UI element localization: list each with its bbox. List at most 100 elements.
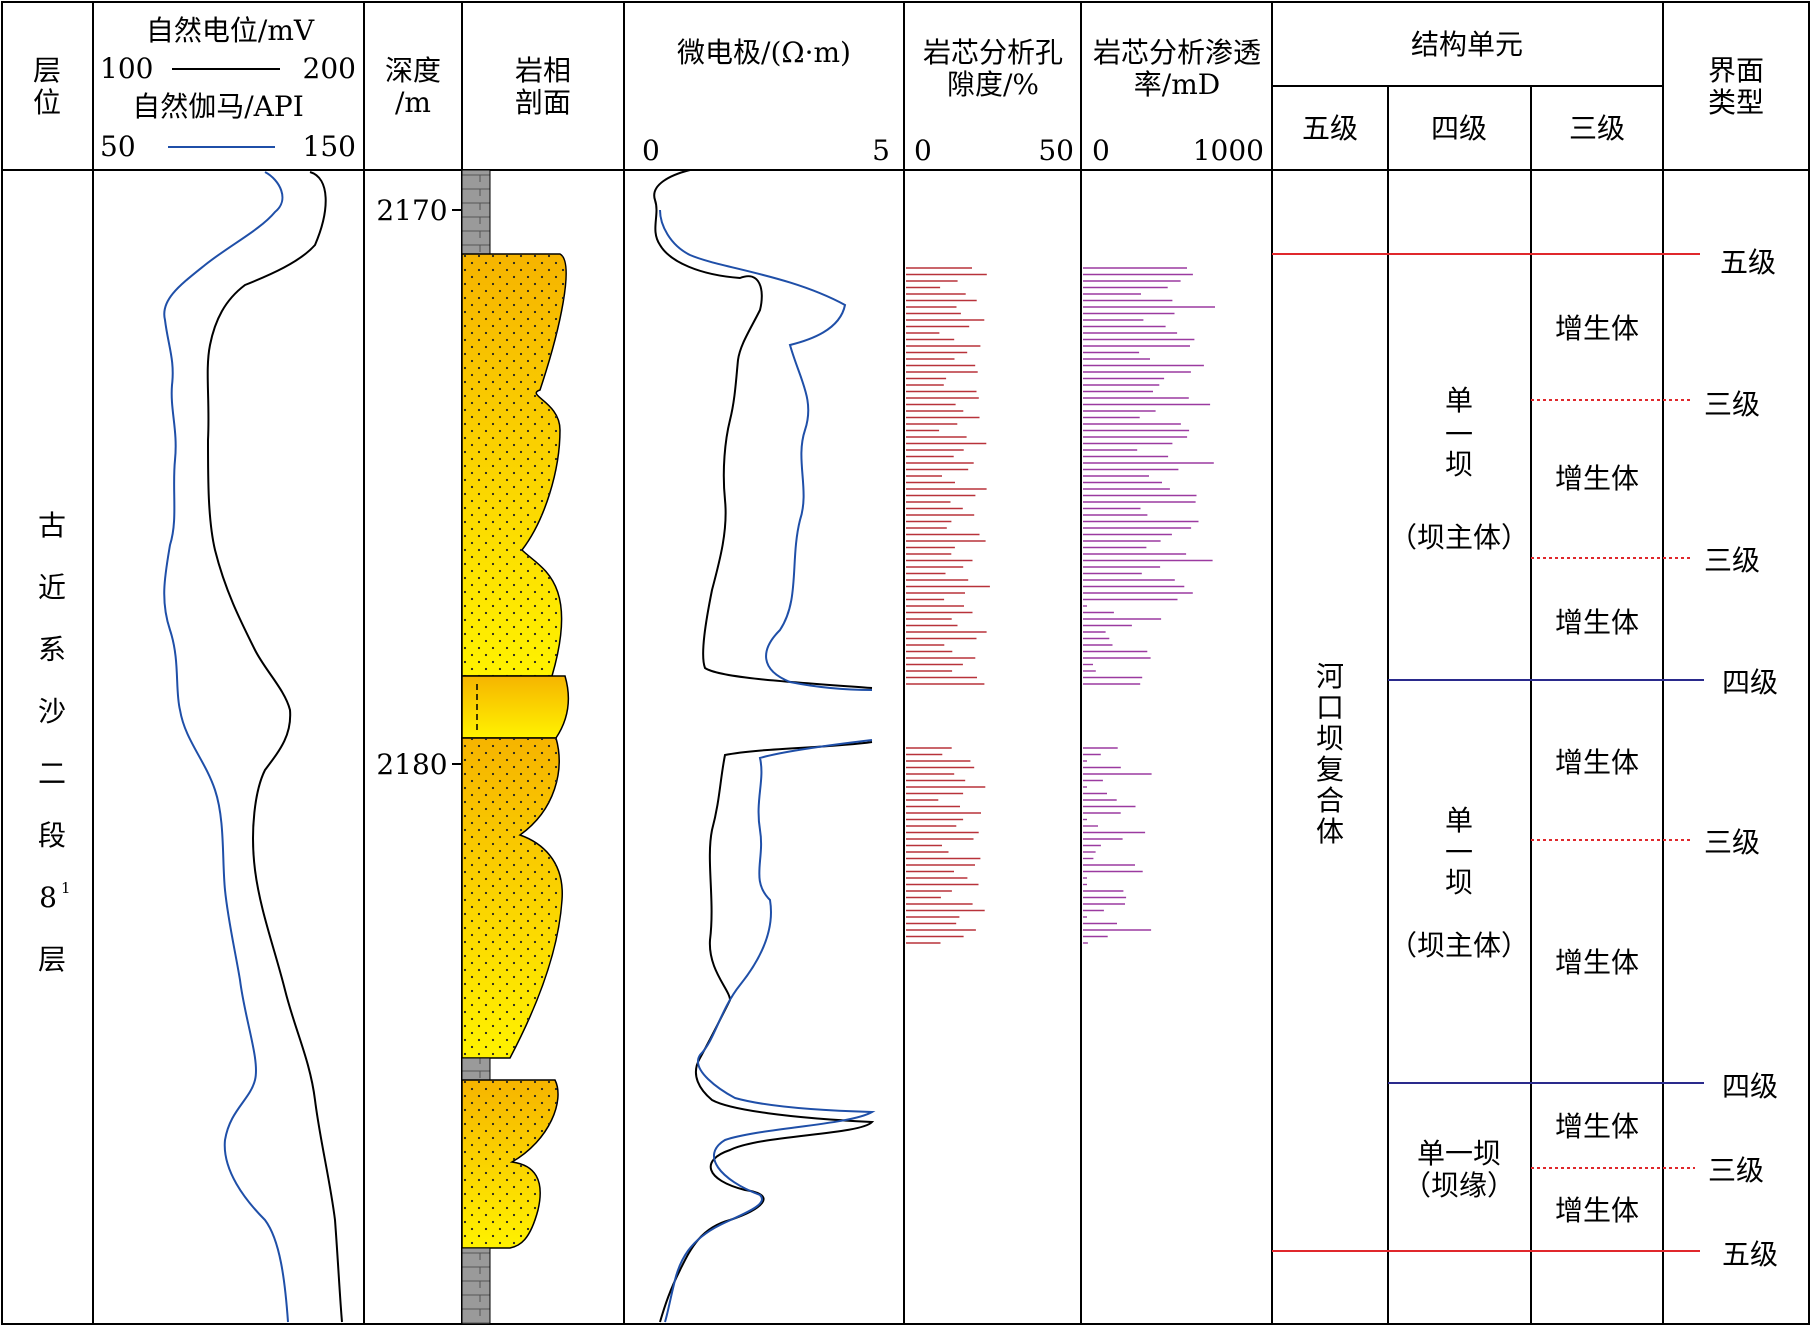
header-interface: 界面 类型	[1708, 54, 1764, 119]
microlog-curve-black	[659, 741, 875, 1323]
interface-labels: 五级 三级 三级 四级 三级 四级 三级 五级	[1704, 246, 1778, 1271]
formation-superscript: 1	[61, 879, 71, 897]
header-perm-line1: 岩芯分析渗透	[1093, 36, 1261, 69]
dam-unit-char: 坝	[1445, 448, 1473, 481]
header-interface-line1: 界面	[1708, 54, 1764, 87]
accretion-label: 增生体	[1555, 462, 1639, 495]
lithology-track	[461, 169, 570, 1325]
interface-label: 三级	[1704, 544, 1760, 577]
interface-label: 五级	[1722, 1238, 1778, 1271]
dam-unit-2: 单 一 坝 （坝主体）	[1389, 804, 1529, 962]
accretion-label: 增生体	[1555, 746, 1639, 779]
formation-label: 古 近 系 沙 二 段 8 1 层	[38, 509, 71, 976]
dam-unit-3: 单一坝 （坝缘）	[1403, 1137, 1515, 1202]
dam-unit-note: （坝缘）	[1403, 1169, 1515, 1202]
header-porosity-line1: 岩芯分析孔	[923, 36, 1063, 69]
header-microlog-min: 0	[642, 134, 660, 167]
header-lith-line2: 剖面	[515, 86, 571, 119]
interface-lines	[1272, 253, 1704, 1252]
header-porosity-line2: 隙度/%	[947, 68, 1039, 101]
header-gr-min: 50	[100, 130, 136, 163]
depth-tick-label: 2170	[376, 194, 447, 227]
dam-unit-char: 一	[1445, 836, 1473, 869]
microlog-curve-blue	[664, 739, 876, 1323]
header-layer: 层 位	[33, 54, 61, 119]
level5-unit-char: 河	[1316, 660, 1344, 693]
header-perm-min: 0	[1092, 134, 1110, 167]
level5-unit-char: 复	[1316, 753, 1344, 786]
formation-char: 二	[38, 757, 66, 790]
formation-char: 8	[39, 881, 57, 914]
dam-unit-char: 单	[1445, 804, 1473, 837]
header-gr-title: 自然伽马/API	[132, 90, 304, 123]
level5-unit-char: 口	[1316, 691, 1344, 724]
sp-curve	[206, 171, 343, 1323]
dam-unit-1: 单 一 坝 （坝主体）	[1389, 384, 1529, 554]
level5-unit-char: 合	[1316, 784, 1344, 817]
header-layer-line1: 层	[33, 54, 61, 87]
accretion-units: 增生体 增生体 增生体 增生体 增生体 增生体 增生体	[1555, 312, 1639, 1227]
header-sp-max: 200	[303, 52, 356, 85]
formation-char: 系	[38, 633, 66, 666]
dam-unit-note: （坝主体）	[1389, 929, 1529, 962]
header-depth: 深度 /m	[385, 54, 441, 119]
interface-label: 五级	[1720, 246, 1776, 279]
interface-label: 四级	[1722, 1070, 1778, 1103]
level5-unit-char: 体	[1316, 815, 1344, 848]
header-structure-title: 结构单元	[1411, 28, 1523, 61]
accretion-label: 增生体	[1555, 312, 1639, 345]
microlog-curve-blue	[659, 209, 873, 691]
depth-tick: 2170	[376, 194, 462, 227]
accretion-label: 增生体	[1555, 946, 1639, 979]
interface-label: 三级	[1704, 826, 1760, 859]
permeability-bars	[1083, 267, 1215, 944]
sandstone-dots	[462, 738, 563, 1058]
dam-unit-char: 单一坝	[1417, 1137, 1501, 1170]
header-lithology: 岩相 剖面	[515, 54, 571, 119]
sandstone-dots	[462, 254, 567, 676]
mudstone-bed	[461, 1057, 491, 1081]
header-depth-line2: /m	[395, 86, 431, 119]
depth-tick: 2180	[376, 748, 462, 781]
header-sp-title: 自然电位/mV	[146, 14, 315, 47]
header-logs: 自然电位/mV 100 200 自然伽马/API 50 150	[100, 14, 356, 163]
header-perm-max: 1000	[1193, 134, 1264, 167]
header-level5: 五级	[1302, 112, 1358, 145]
dam-unit-note: （坝主体）	[1389, 521, 1529, 554]
dam-unit-char: 单	[1445, 384, 1473, 417]
interface-label: 三级	[1708, 1154, 1764, 1187]
header-lith-line1: 岩相	[515, 54, 571, 87]
porosity-bars	[906, 267, 990, 944]
header-porosity: 岩芯分析孔 隙度/% 0 50	[914, 36, 1074, 167]
header-gr-max: 150	[303, 130, 356, 163]
header-microlog: 微电极/(Ω·m) 0 5	[642, 36, 890, 167]
formation-char: 沙	[38, 695, 66, 728]
mudstone-bed	[461, 1247, 491, 1325]
level5-unit-char: 坝	[1316, 722, 1344, 755]
interface-label: 四级	[1722, 666, 1778, 699]
depth-tick-label: 2180	[376, 748, 447, 781]
mudstone-bed	[461, 169, 491, 255]
gr-curve	[163, 171, 289, 1323]
header-perm-line2: 率/mD	[1134, 68, 1220, 101]
formation-char: 古	[38, 509, 66, 542]
accretion-label: 增生体	[1555, 1110, 1639, 1143]
accretion-label: 增生体	[1555, 606, 1639, 639]
dam-unit-char: 一	[1445, 418, 1473, 451]
header-sp-min: 100	[100, 52, 153, 85]
microlog-curve-black	[653, 169, 873, 689]
accretion-label: 增生体	[1555, 1194, 1639, 1227]
header-microlog-title: 微电极/(Ω·m)	[677, 36, 851, 69]
sandstone-bed	[461, 675, 570, 739]
sandstone-dots	[462, 1080, 559, 1248]
formation-char: 近	[38, 571, 66, 604]
level5-unit: 河 口 坝 复 合 体	[1316, 660, 1344, 848]
header-porosity-max: 50	[1038, 134, 1074, 167]
header-level4: 四级	[1431, 112, 1487, 145]
header-structure: 结构单元 五级 四级 三级	[1302, 28, 1625, 145]
depth-track: 2170 2180	[376, 194, 462, 781]
header-microlog-max: 5	[872, 134, 890, 167]
header-permeability: 岩芯分析渗透 率/mD 0 1000	[1092, 36, 1264, 167]
